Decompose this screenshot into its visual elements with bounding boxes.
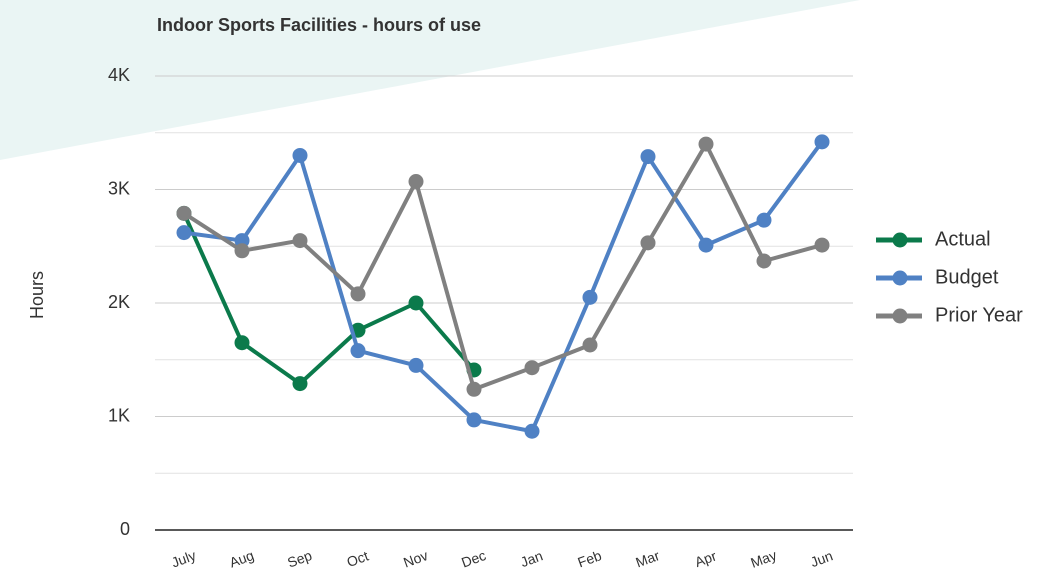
y-tick-label: 4K	[108, 65, 130, 85]
legend-marker	[892, 270, 908, 286]
legend-label: Actual	[935, 228, 991, 250]
legend-label: Budget	[935, 266, 999, 288]
data-point	[408, 174, 424, 190]
data-point	[234, 243, 250, 259]
x-tick-label: May	[748, 547, 778, 571]
series-line	[182, 212, 476, 386]
data-point	[756, 212, 772, 228]
data-point	[524, 360, 540, 376]
x-tick-label: Aug	[227, 547, 256, 571]
legend-marker	[892, 232, 908, 248]
y-tick-label: 3K	[108, 178, 130, 198]
y-tick-label: 2K	[108, 292, 130, 312]
series-line	[182, 142, 823, 392]
x-tick-label: Mar	[633, 547, 661, 570]
data-point	[814, 237, 830, 253]
data-point	[582, 337, 598, 353]
data-point	[408, 357, 424, 373]
legend-label: Prior Year	[935, 304, 1023, 326]
x-tick-label: Jan	[518, 547, 545, 570]
data-point	[350, 286, 366, 302]
data-point	[524, 423, 540, 439]
data-point	[408, 295, 424, 311]
y-tick-label: 1K	[108, 405, 130, 425]
data-point	[292, 233, 308, 249]
data-point	[350, 343, 366, 359]
y-tick-label: 0	[120, 519, 130, 539]
data-point	[234, 335, 250, 351]
data-point	[640, 149, 656, 165]
series-line	[183, 140, 824, 434]
y-axis-label: Hours	[27, 271, 47, 319]
legend-marker	[892, 308, 908, 324]
chart-title: Indoor Sports Facilities - hours of use	[157, 15, 481, 35]
x-tick-label: Feb	[575, 547, 603, 570]
data-point	[698, 136, 714, 152]
x-tick-label: Dec	[459, 547, 488, 571]
x-tick-label: Jun	[808, 547, 835, 570]
data-point	[292, 147, 308, 163]
x-tick-label: Oct	[345, 548, 371, 571]
data-point	[176, 225, 192, 241]
x-tick-label: Apr	[693, 547, 719, 570]
data-point	[176, 205, 192, 221]
data-point	[466, 381, 482, 397]
x-tick-label: Nov	[401, 547, 430, 571]
data-point	[292, 376, 308, 392]
data-point	[582, 289, 598, 305]
data-point	[814, 134, 830, 150]
data-point	[756, 253, 772, 269]
data-point	[640, 235, 656, 251]
data-point	[466, 412, 482, 428]
background-shape	[0, 0, 860, 160]
x-tick-label: Sep	[285, 547, 314, 571]
x-tick-label: July	[169, 547, 198, 571]
data-point	[698, 237, 714, 253]
